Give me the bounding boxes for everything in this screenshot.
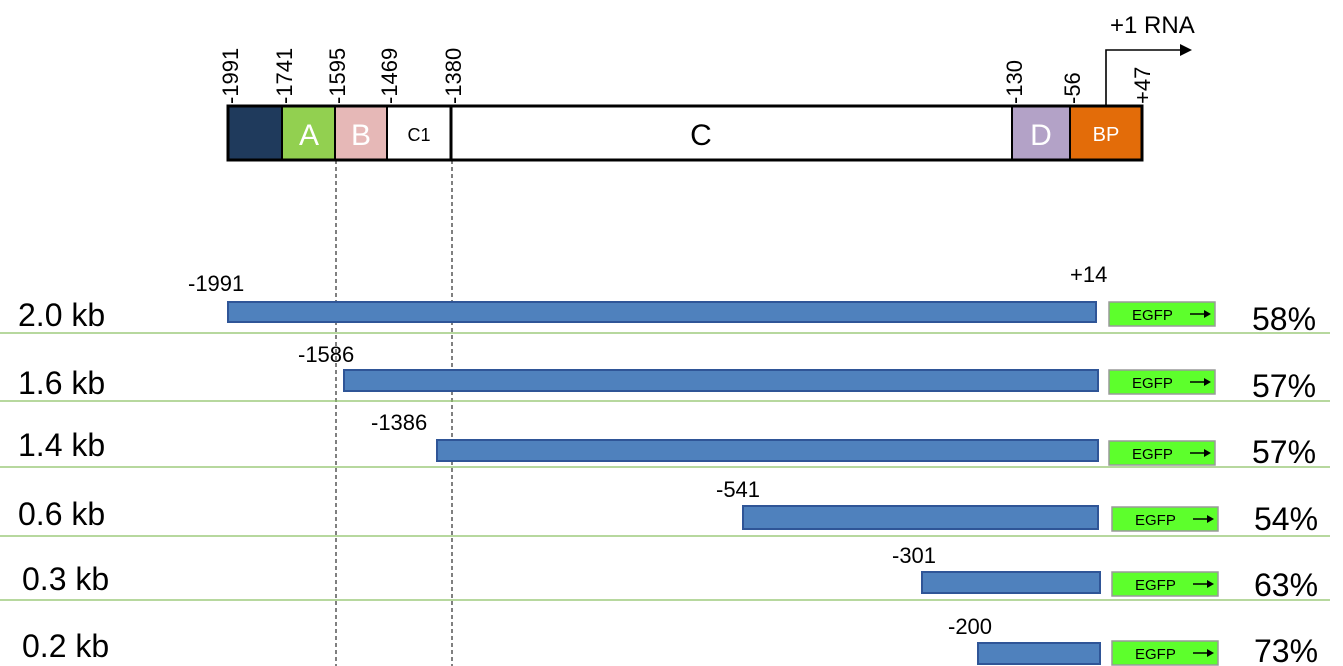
construct-list: 2.0 kb -1991 +14 EGFP 58% 1.6 kb -1586 E… — [0, 262, 1330, 666]
reporter-arrowhead-icon — [1207, 649, 1214, 657]
construct-size-label: 0.6 kb — [18, 496, 105, 532]
region-label-d: D — [1030, 119, 1052, 152]
region-label-a: A — [299, 119, 319, 152]
egfp-reporter-label: EGFP — [1135, 577, 1176, 594]
construct-start-label: -541 — [716, 477, 760, 502]
construct-start-label: -301 — [892, 543, 936, 568]
construct-bar — [227, 301, 1097, 323]
activity-percent: 58% — [1252, 301, 1316, 337]
tick-label: -1469 — [377, 48, 402, 104]
construct-size-label: 1.4 kb — [18, 427, 105, 463]
region-box-upstream — [229, 107, 282, 159]
construct-bar — [977, 642, 1101, 665]
construct-size-label: 1.6 kb — [18, 365, 105, 401]
construct-start-label: -1991 — [188, 271, 244, 296]
region-label-b: B — [351, 119, 371, 152]
region-label-bp: BP — [1093, 124, 1120, 146]
region-box-c1 — [387, 107, 451, 159]
activity-percent: 57% — [1252, 434, 1316, 470]
reporter-arrowhead-icon — [1204, 310, 1211, 318]
tss-arrowhead-icon — [1180, 44, 1192, 56]
construct-bar — [343, 369, 1099, 392]
construct-row: 0.2 kb -200 EGFP 73% — [22, 614, 1318, 666]
tick-label: -1380 — [441, 48, 466, 104]
construct-row: 0.3 kb -301 EGFP 63% — [0, 543, 1330, 603]
tss-arrow-icon — [1105, 49, 1180, 106]
gene-map-outline — [226, 104, 1144, 162]
construct-bar — [921, 571, 1101, 594]
construct-row: 1.4 kb -1386 EGFP 57% — [0, 410, 1330, 470]
construct-row: 0.6 kb -541 EGFP 54% — [0, 477, 1330, 537]
gene-map: A B C1 C D BP -1991 -1741 -1595 -1469 -1… — [218, 12, 1195, 162]
tick-label: -130 — [1002, 60, 1027, 104]
tss-label: +1 RNA — [1110, 12, 1195, 39]
activity-percent: 54% — [1254, 501, 1318, 537]
region-label-c: C — [690, 119, 712, 152]
construct-size-label: 0.3 kb — [22, 561, 109, 597]
construct-bar — [436, 439, 1099, 462]
egfp-reporter-label: EGFP — [1132, 446, 1173, 463]
region-box-bp — [1070, 107, 1141, 159]
tick-label: -56 — [1060, 72, 1085, 104]
reporter-arrowhead-icon — [1204, 378, 1211, 386]
construct-start-label: -1586 — [298, 342, 354, 367]
egfp-reporter-label: EGFP — [1135, 646, 1176, 663]
region-box-b — [335, 107, 387, 159]
construct-bar — [742, 505, 1099, 530]
construct-end-label: +14 — [1070, 262, 1107, 287]
activity-percent: 63% — [1254, 567, 1318, 603]
reporter-arrowhead-icon — [1207, 580, 1214, 588]
egfp-reporter-label: EGFP — [1135, 512, 1176, 529]
tick-label: +47 — [1130, 67, 1155, 104]
egfp-reporter-label: EGFP — [1132, 375, 1173, 392]
egfp-reporter-label: EGFP — [1132, 307, 1173, 324]
tick-label: -1991 — [218, 48, 243, 104]
construct-size-label: 2.0 kb — [18, 297, 105, 333]
tick-label: -1741 — [272, 48, 297, 104]
construct-row: 2.0 kb -1991 +14 EGFP 58% — [0, 262, 1330, 337]
construct-size-label: 0.2 kb — [22, 628, 109, 664]
region-label-c1: C1 — [407, 125, 430, 145]
construct-row: 1.6 kb -1586 EGFP 57% — [0, 342, 1330, 404]
region-box-a — [282, 107, 335, 159]
reporter-arrowhead-icon — [1207, 515, 1214, 523]
region-box-d — [1012, 107, 1070, 159]
construct-start-label: -200 — [948, 614, 992, 639]
construct-start-label: -1386 — [371, 410, 427, 435]
tick-label: -1595 — [325, 48, 350, 104]
region-box-c — [451, 107, 1012, 159]
activity-percent: 57% — [1252, 368, 1316, 404]
activity-percent: 73% — [1254, 633, 1318, 666]
reporter-arrowhead-icon — [1204, 449, 1211, 457]
